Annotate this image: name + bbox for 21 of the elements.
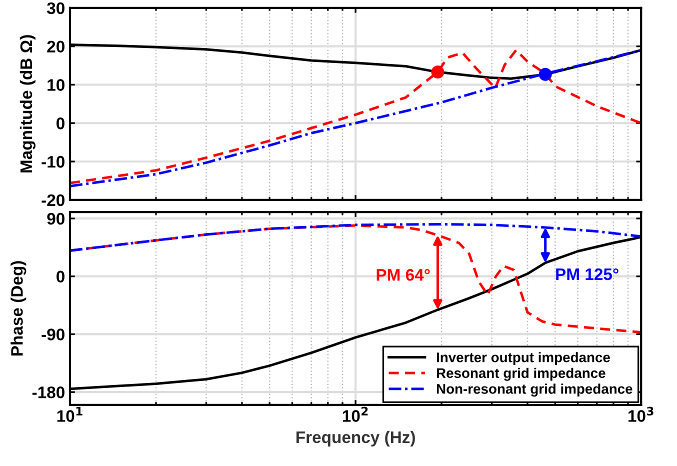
y-tick-label: 10 [48, 79, 64, 91]
y-tick-label: 30 [46, 2, 64, 14]
y-tick-label: 90 [47, 212, 64, 225]
annotation: PM 64° [376, 269, 430, 281]
x-axis-title: Frequency (Hz) [296, 430, 415, 446]
annotation: PM 125° [556, 268, 618, 280]
y-axis-title: Magnitude (dB Ω) [20, 35, 36, 172]
y-tick-label: -180 [32, 386, 64, 398]
y-tick-label: 20 [47, 40, 64, 53]
y-tick-label: 0 [56, 270, 64, 283]
legend-label: Resonant grid impedance [436, 368, 606, 381]
x-tick-label: 10$^{2}$ [342, 406, 368, 422]
legend-label: Inverter output impedance [436, 352, 610, 366]
x-tick-label: 10$^{1}$ [57, 406, 82, 422]
x-tick-label: 10$^{3}$ [628, 406, 654, 422]
y-axis-title: Phase (Deg) [10, 261, 26, 356]
y-tick-label: -90 [42, 328, 64, 340]
legend-label: Non-resonant grid impedance [436, 384, 632, 397]
y-tick-label: -10 [42, 156, 64, 168]
y-tick-label: 0 [56, 118, 64, 130]
y-tick-label: -20 [42, 194, 64, 206]
